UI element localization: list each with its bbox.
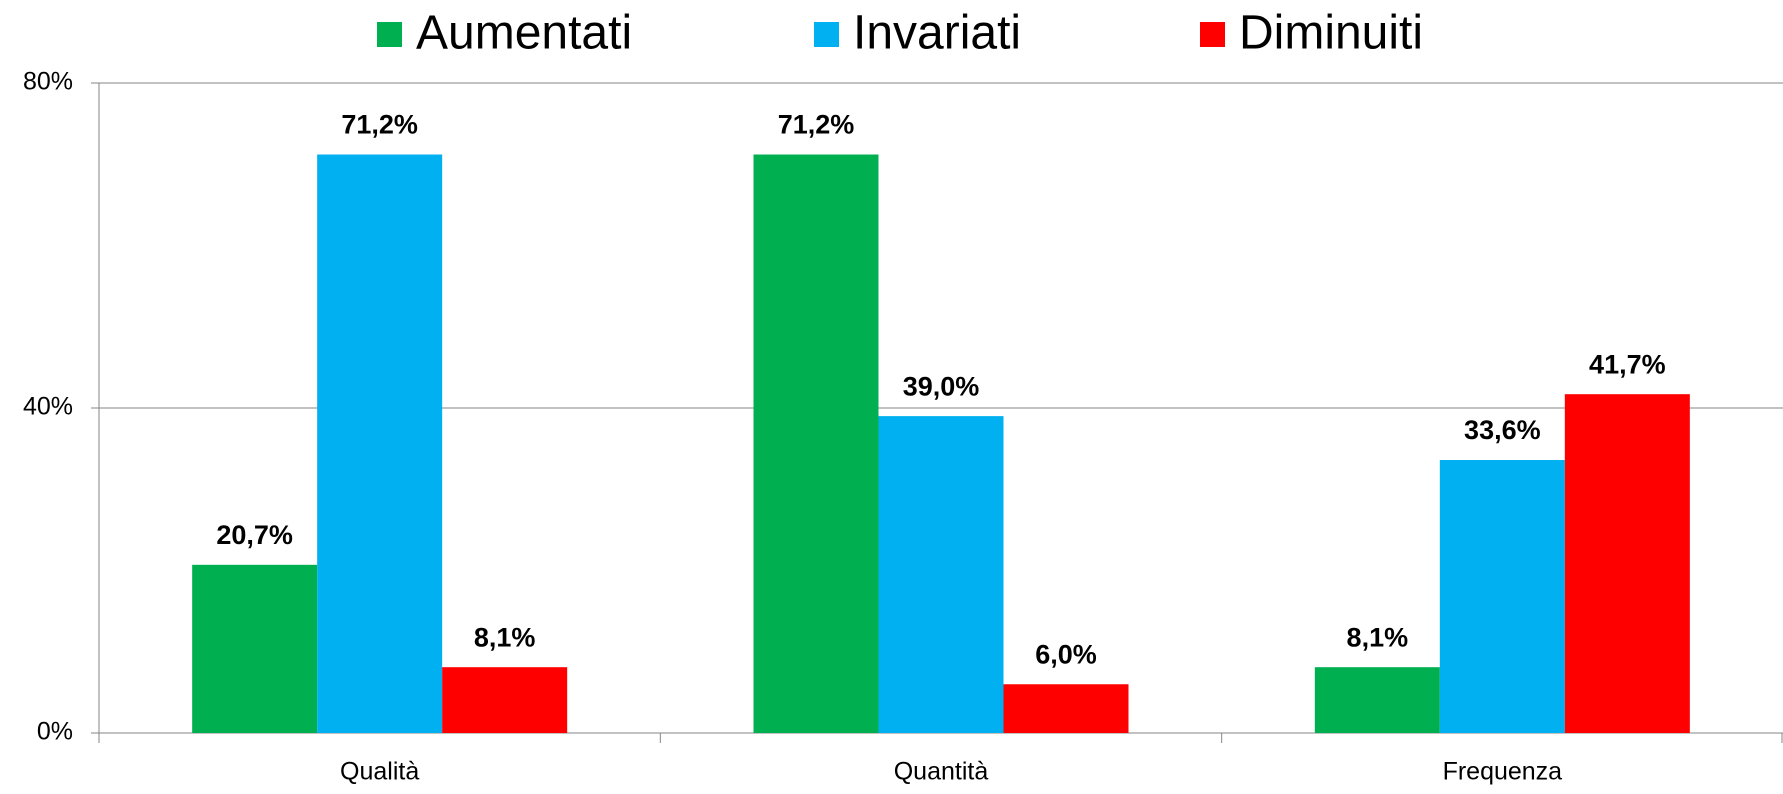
value-label: 71,2% bbox=[341, 110, 418, 140]
bar bbox=[1439, 460, 1565, 733]
value-label: 41,7% bbox=[1589, 349, 1666, 379]
x-tick-label: Frequenza bbox=[1443, 758, 1563, 786]
value-label: 6,0% bbox=[1035, 639, 1097, 669]
bar bbox=[317, 154, 443, 733]
legend-swatch bbox=[377, 22, 402, 47]
y-tick-label: 40% bbox=[23, 393, 73, 421]
bar bbox=[1314, 667, 1440, 733]
value-label: 33,6% bbox=[1464, 415, 1541, 445]
legend-swatch bbox=[1200, 22, 1225, 47]
value-label: 39,0% bbox=[903, 371, 980, 401]
legend-label: Invariati bbox=[853, 7, 1021, 60]
x-tick-label: Qualità bbox=[340, 758, 419, 786]
legend-label: Aumentati bbox=[416, 7, 632, 60]
value-label: 8,1% bbox=[474, 622, 536, 652]
bar bbox=[192, 564, 318, 733]
bar bbox=[442, 667, 568, 733]
bar bbox=[753, 154, 879, 733]
y-tick-label: 0% bbox=[37, 718, 73, 746]
value-label: 71,2% bbox=[778, 110, 855, 140]
value-label: 8,1% bbox=[1347, 622, 1409, 652]
x-tick-label: Quantità bbox=[894, 758, 989, 786]
bar bbox=[1003, 684, 1129, 733]
value-label: 20,7% bbox=[216, 520, 293, 550]
legend-label: Diminuiti bbox=[1239, 7, 1423, 60]
legend-swatch bbox=[814, 22, 839, 47]
y-tick-label: 80% bbox=[23, 68, 73, 96]
bar bbox=[1564, 394, 1690, 733]
bar bbox=[878, 416, 1004, 733]
